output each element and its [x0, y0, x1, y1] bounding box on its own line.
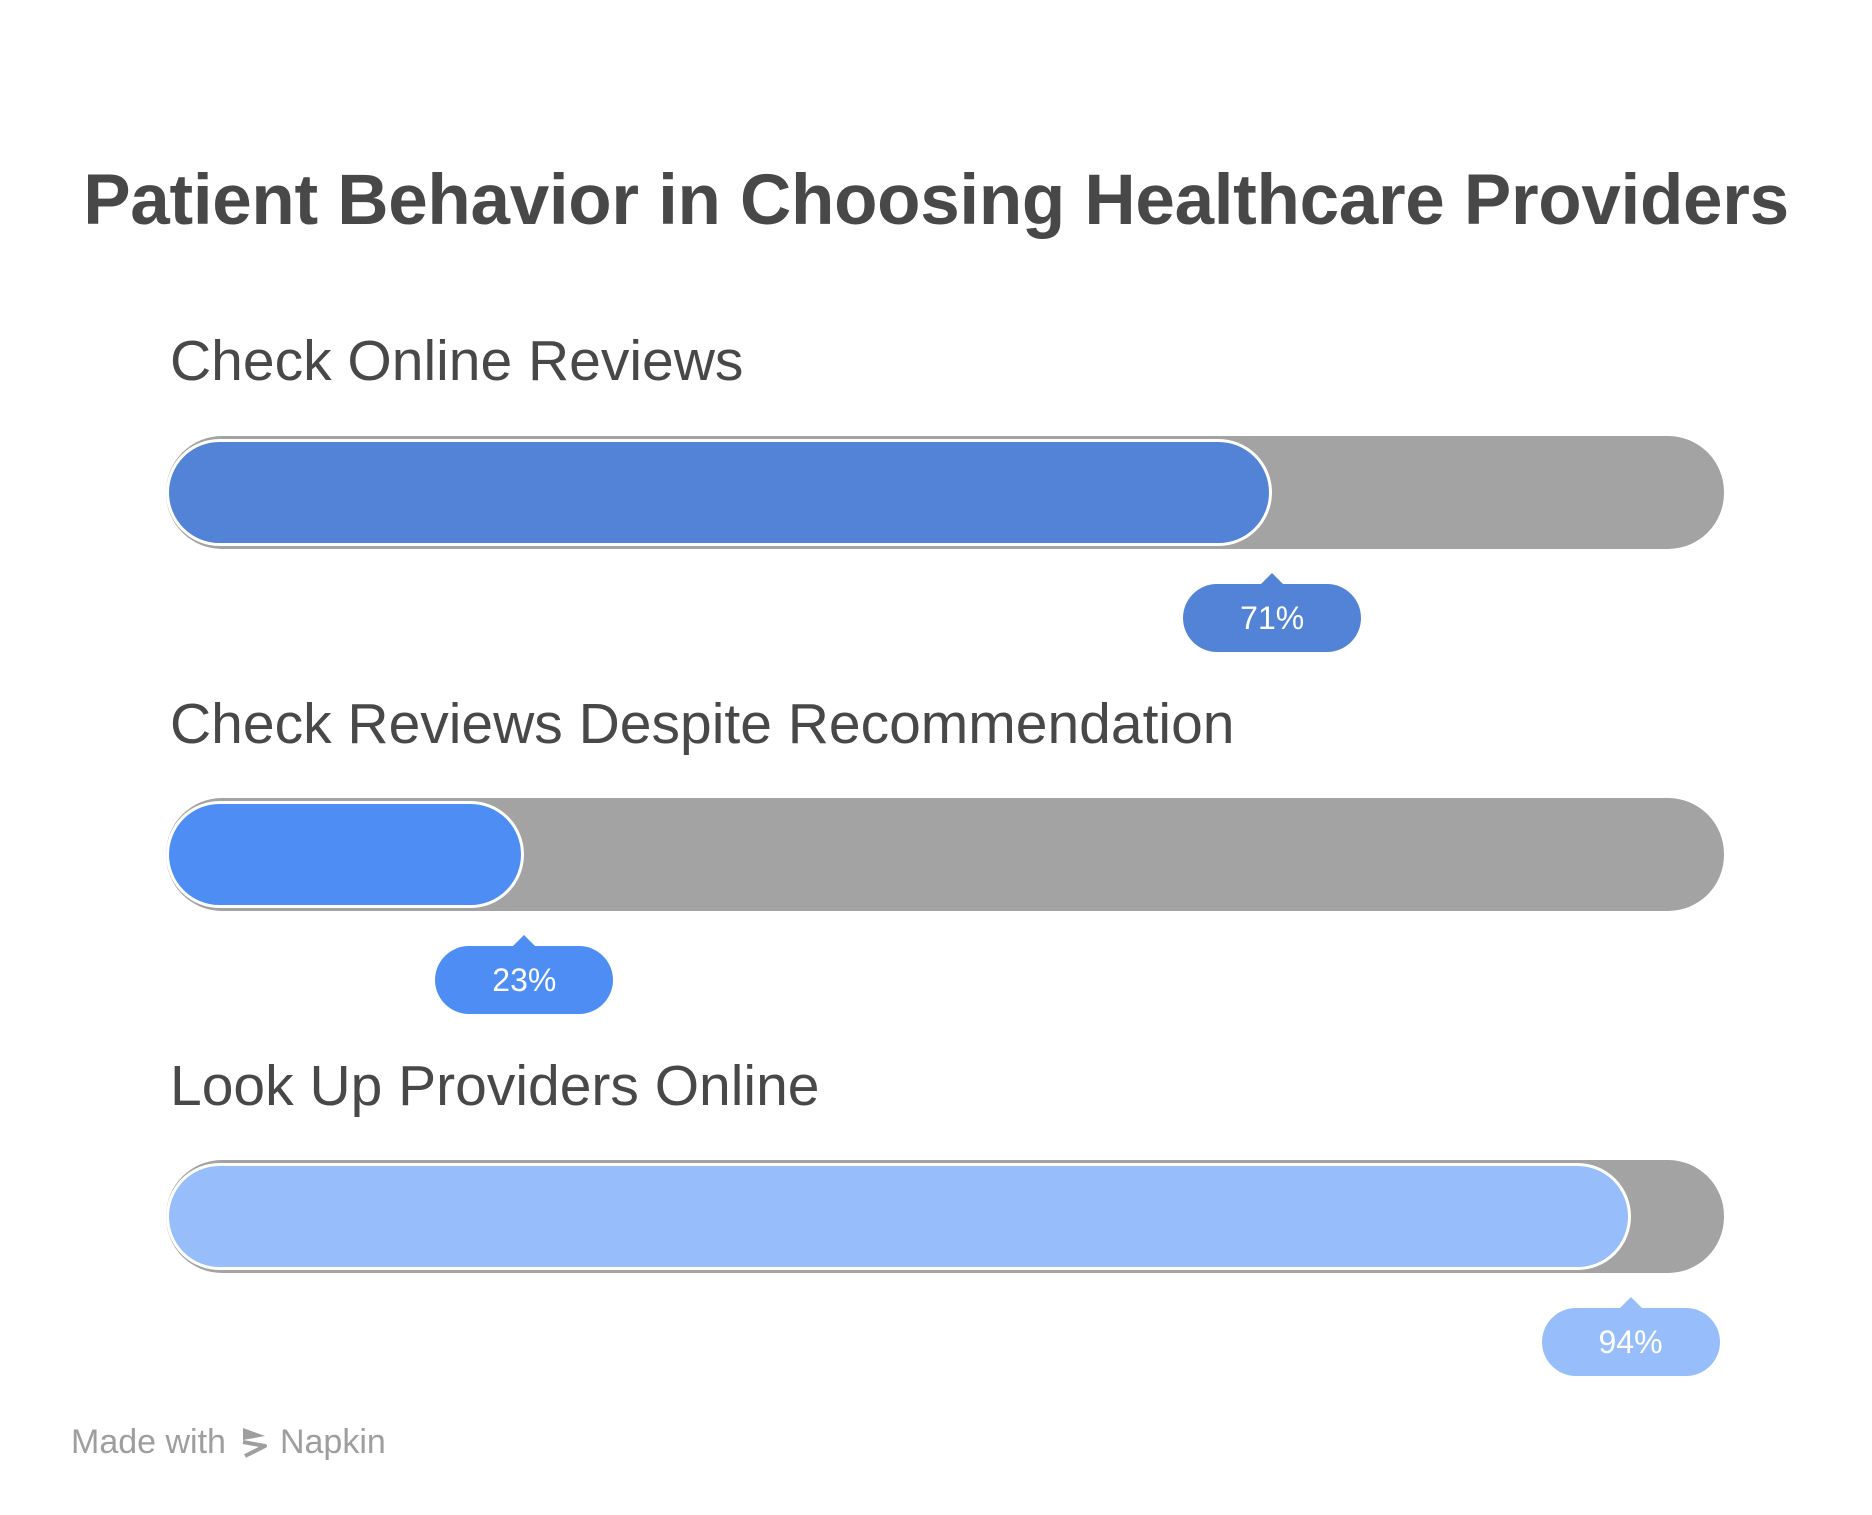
bar-fill: [166, 439, 1273, 546]
bubble-pointer-icon: [512, 935, 537, 947]
bar-fill: [166, 1163, 1631, 1270]
bar-value-label: 71%: [1183, 573, 1362, 652]
chart-title: Patient Behavior in Choosing Healthcare …: [83, 161, 1789, 240]
bar-value-text: 71%: [1240, 600, 1305, 636]
footer-brand: Napkin: [279, 1423, 386, 1461]
bar-value-label: 94%: [1541, 1297, 1720, 1376]
bar-value-label: 23%: [435, 935, 614, 1014]
napkin-logo-icon: [242, 1428, 267, 1458]
bar-value-text: 23%: [492, 962, 557, 998]
footer-credit: Made with Napkin: [71, 1420, 386, 1464]
bar-fill: [166, 801, 525, 908]
bubble-pointer-icon: [1618, 1297, 1643, 1309]
footer-made-with: Made with: [71, 1423, 226, 1461]
bar-label: Look Up Providers Online: [170, 1054, 820, 1118]
bar-value-text: 94%: [1598, 1324, 1663, 1360]
bar-track: [166, 436, 1724, 549]
bar-track: [166, 1160, 1724, 1273]
bar-label: Check Online Reviews: [170, 329, 744, 393]
bar-track: [166, 798, 1724, 911]
bar-label: Check Reviews Despite Recommendation: [170, 692, 1235, 756]
bubble-pointer-icon: [1260, 573, 1285, 585]
